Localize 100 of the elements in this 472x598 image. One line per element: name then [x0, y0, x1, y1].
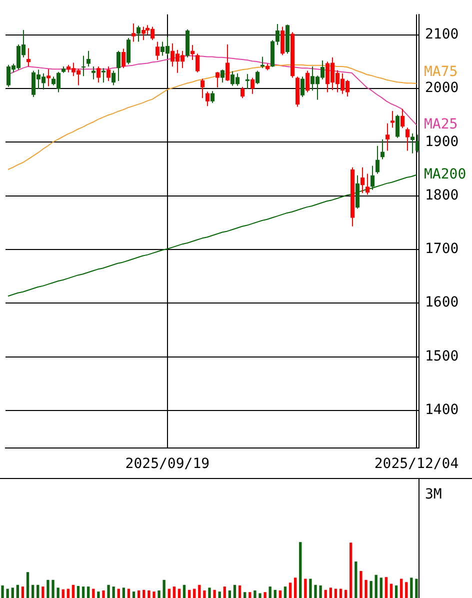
candlestick [370, 165, 374, 190]
candlestick [196, 53, 200, 73]
bar [228, 590, 232, 598]
text: 3M [425, 486, 442, 503]
bar [102, 590, 105, 598]
bar [360, 570, 362, 598]
candlestick [96, 66, 100, 84]
bar [364, 580, 368, 598]
candlestick [280, 26, 284, 56]
bar [223, 586, 226, 598]
candlestick [226, 44, 230, 82]
bar [405, 582, 408, 598]
candlestick [390, 110, 394, 128]
bar [152, 592, 156, 598]
bar [374, 574, 378, 598]
bar [107, 584, 110, 598]
bar [264, 592, 266, 598]
candlestick [386, 122, 390, 152]
bar [182, 584, 186, 598]
bar [274, 590, 276, 598]
bar [329, 588, 332, 598]
candlestick [200, 78, 204, 99]
candlestick [396, 114, 400, 138]
bar [21, 586, 24, 598]
candlestick [126, 38, 130, 65]
bar [76, 586, 80, 598]
bar [299, 542, 302, 598]
bar [97, 592, 100, 598]
bar [31, 584, 34, 598]
candlestick [142, 26, 146, 41]
bar [294, 578, 297, 598]
bar [268, 586, 272, 598]
bar [11, 588, 14, 598]
candlestick [306, 70, 310, 93]
bar [415, 578, 418, 598]
bar [324, 590, 327, 598]
bar [72, 584, 75, 598]
bar [112, 586, 115, 598]
bar [284, 586, 287, 598]
bar [339, 588, 342, 598]
bar [213, 590, 216, 598]
bar [172, 586, 176, 598]
candlestick [112, 70, 116, 86]
bar [233, 584, 236, 598]
bar [203, 590, 206, 598]
bar [314, 584, 317, 598]
candlestick [86, 50, 90, 67]
series-label: MA25 [424, 116, 458, 133]
bar [46, 580, 50, 598]
bar [350, 542, 352, 598]
bar [1, 585, 4, 598]
candlestick [82, 55, 86, 77]
x-tick-label: 2025/12/04 [374, 456, 459, 472]
bar [52, 580, 54, 598]
bar [319, 585, 322, 598]
bar [42, 586, 44, 598]
candlestick [376, 145, 380, 174]
candlestick [92, 66, 96, 80]
candlestick [366, 173, 370, 196]
bar [26, 572, 30, 598]
bar [198, 584, 201, 598]
bar [127, 588, 130, 598]
bar [56, 588, 60, 598]
bar [168, 588, 170, 598]
candlestick [46, 68, 50, 87]
bar [92, 588, 95, 598]
y-tick-label: 1900 [425, 134, 459, 150]
y-tick-label: 1500 [425, 348, 459, 364]
bar [16, 584, 19, 598]
candlestick [260, 56, 264, 69]
bar [87, 586, 90, 598]
series-label: MA75 [424, 64, 458, 80]
y-tick-label: 1800 [425, 187, 459, 204]
bar [142, 590, 146, 598]
bar [254, 590, 256, 598]
candlestick [380, 138, 384, 160]
y-tick-label: 1700 [425, 241, 459, 258]
candlestick [360, 166, 364, 194]
bar [148, 590, 150, 598]
bar [132, 592, 136, 598]
bar [158, 590, 160, 598]
bar [384, 577, 388, 598]
bar [344, 590, 348, 598]
bar [394, 585, 398, 598]
candlestick [246, 73, 250, 90]
bar [62, 589, 64, 598]
bar [354, 562, 358, 598]
series-label: MA200 [424, 166, 466, 182]
bar [238, 585, 242, 598]
bar [288, 582, 292, 598]
x-tick-label: 2025/09/19 [125, 456, 210, 472]
bar [244, 592, 246, 598]
bar [218, 592, 221, 598]
candlestick [156, 41, 160, 61]
candlestick [256, 70, 260, 85]
bar [304, 578, 307, 598]
bar [370, 580, 372, 598]
bar [278, 590, 282, 598]
candlestick [106, 66, 110, 82]
bar [6, 588, 9, 598]
